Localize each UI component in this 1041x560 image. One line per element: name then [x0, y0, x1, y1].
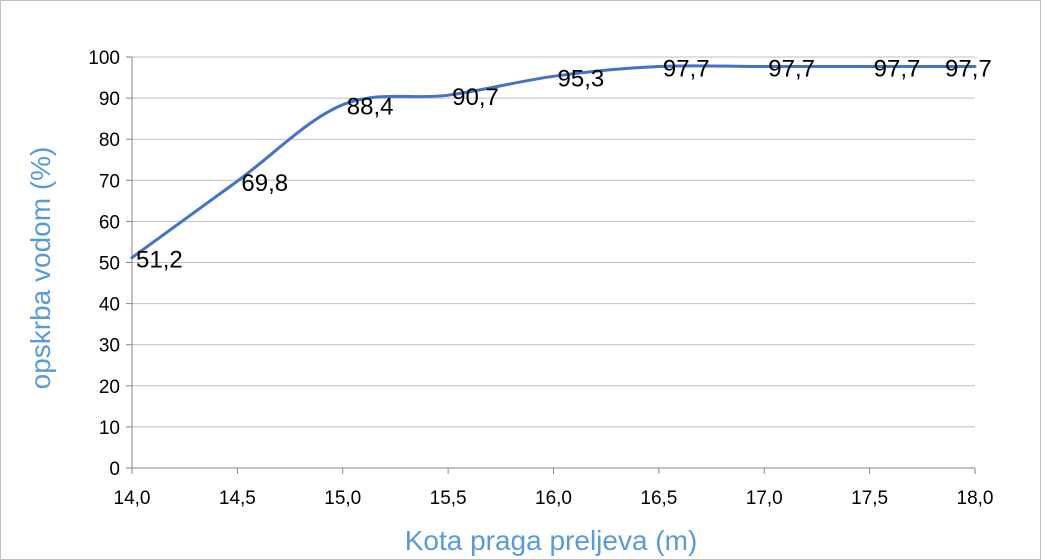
x-tick-label: 14,5	[219, 488, 256, 509]
y-tick-label: 20	[99, 377, 120, 398]
y-axis-ticks: 0 10 20 30 40 50 60 70 80 90 100	[88, 48, 120, 480]
data-label: 97,7	[768, 55, 815, 82]
x-tick-label: 14,0	[114, 488, 151, 509]
series-layer	[130, 64, 977, 260]
data-label: 51,2	[136, 247, 183, 274]
data-label: 69,8	[241, 170, 288, 197]
y-tick-label: 90	[99, 89, 120, 110]
data-label: 97,7	[874, 55, 921, 82]
data-label: 97,7	[663, 55, 710, 82]
data-label: 95,3	[558, 65, 605, 92]
x-tick-label: 16,0	[535, 488, 572, 509]
y-axis-title: opskrba vodom (%)	[25, 147, 56, 390]
y-tick-label: 70	[99, 171, 120, 192]
data-label: 97,7	[945, 55, 992, 82]
x-axis-ticks: 14,0 14,5 15,0 15,5 16,0 16,5 17,0 17,5 18,0	[114, 488, 994, 509]
data-label: 88,4	[347, 94, 394, 121]
x-tick-label: 16,5	[640, 488, 677, 509]
y-tick-label: 80	[99, 130, 120, 151]
x-tick-label: 17,0	[746, 488, 783, 509]
y-tick-label: 10	[99, 418, 120, 439]
x-tick-label: 18,0	[957, 488, 994, 509]
x-tick-label: 15,0	[324, 488, 361, 509]
series-line-0	[130, 64, 977, 260]
x-tick-label: 17,5	[851, 488, 888, 509]
x-axis-title: Kota praga preljeva (m)	[405, 525, 698, 556]
gridlines	[132, 56, 975, 428]
y-tick-label: 0	[109, 459, 120, 480]
data-label: 90,7	[452, 84, 499, 111]
axes	[126, 56, 976, 474]
y-tick-label: 30	[99, 336, 120, 357]
data-labels: 51,2 69,8 88,4 90,7 95,3 97,7 97,7 97,7 97,7	[136, 55, 992, 273]
y-tick-label: 50	[99, 254, 120, 275]
x-tick-label: 15,5	[430, 488, 467, 509]
y-tick-label: 60	[99, 212, 120, 233]
y-tick-label: 100	[88, 48, 120, 69]
y-tick-label: 40	[99, 295, 120, 316]
